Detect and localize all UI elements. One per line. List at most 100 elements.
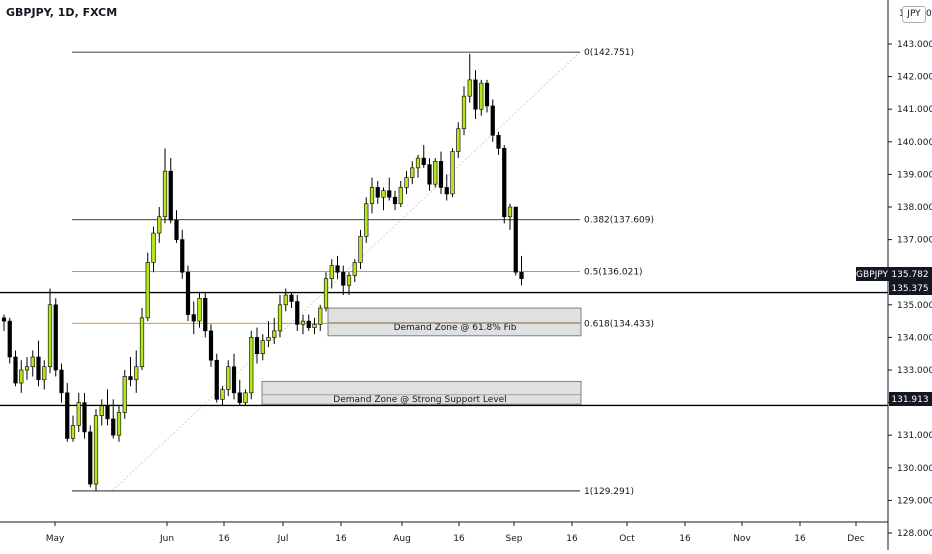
candle [174, 210, 179, 243]
x-tick-label: Dec [847, 534, 864, 544]
candle [47, 288, 53, 374]
candle-body [70, 425, 76, 439]
candle-body [151, 232, 156, 263]
candle-body [352, 262, 357, 276]
candle [24, 356, 30, 380]
candle [467, 53, 472, 103]
candle-body [421, 157, 426, 165]
candle-body [1, 317, 7, 322]
candle-body [42, 366, 47, 381]
candle-body [59, 369, 64, 394]
candles-layer [1, 53, 524, 491]
y-tick-label: 142.000 [897, 73, 932, 83]
y-tick-label-partial: 1 [899, 9, 905, 19]
candle-body [36, 356, 41, 381]
candle-body [404, 177, 409, 188]
candle-body [99, 405, 104, 416]
candle [197, 291, 202, 328]
candle [519, 255, 524, 286]
y-tick-label: 129.000 [897, 496, 932, 506]
x-tick-label: Jul [277, 534, 289, 544]
candle-body [519, 271, 524, 280]
candle [220, 386, 225, 406]
candle [450, 148, 455, 198]
candle [272, 317, 277, 344]
candle [139, 308, 145, 370]
candle [99, 399, 104, 426]
fib-level-label: 0.382(137.609) [584, 216, 654, 226]
candle-body [139, 317, 145, 368]
candle [415, 154, 421, 178]
candle-body [116, 412, 122, 436]
candle [231, 353, 237, 400]
fib-level-label: 1(129.291) [584, 487, 634, 497]
candle-body [203, 297, 208, 332]
candle-body [249, 337, 254, 394]
y-tick-label: 139.000 [897, 170, 932, 180]
candle [375, 180, 380, 204]
candle [335, 255, 340, 279]
candle-body [157, 216, 162, 234]
demand-zone [261, 380, 582, 405]
candle-body [191, 314, 196, 322]
candle [300, 314, 306, 335]
candle [358, 229, 363, 269]
candle-body [415, 157, 421, 169]
candle [214, 353, 219, 403]
x-tick-label: Nov [733, 534, 751, 544]
candle [191, 301, 196, 335]
candle [70, 415, 76, 442]
x-tick-label: 16 [453, 534, 465, 544]
candle-body [53, 304, 58, 371]
y-tick-label: 135.000 [897, 301, 932, 311]
y-tick-label: 128.000 [897, 529, 932, 539]
currency-badge[interactable]: JPY [902, 6, 926, 23]
x-tick-label: May [46, 534, 65, 544]
candle-body [496, 134, 501, 149]
candle [513, 206, 518, 276]
candle-body [145, 262, 150, 319]
zones-layer: Demand Zone @ 61.8% Fib Demand Zone @ Str… [261, 307, 582, 405]
y-tick-label: 140.000 [897, 138, 932, 148]
fib-level-label: 0.5(136.021) [584, 268, 643, 278]
candle-body [254, 337, 260, 354]
x-tick-label: 16 [218, 534, 230, 544]
y-tick-label: 141.000 [897, 105, 932, 115]
candle [502, 145, 507, 224]
candle-body [289, 294, 294, 302]
candle [111, 399, 116, 439]
candle [82, 392, 87, 439]
candle-body [444, 187, 449, 195]
candle-body [7, 320, 12, 358]
y-tick-label: 137.000 [897, 236, 932, 246]
candle [134, 350, 139, 393]
y-tick-label: 138.000 [897, 203, 932, 213]
x-tick-label: Oct [619, 534, 635, 544]
candle-body [76, 402, 81, 426]
y-tick-label: 143.000 [897, 40, 932, 50]
candle [421, 145, 426, 168]
candle [168, 158, 173, 224]
fib-level-label: 0.618(134.433) [584, 319, 654, 329]
candle-body [237, 392, 242, 403]
chart-title: GBPJPY, 1D, FXCM [6, 6, 117, 19]
candle-body [341, 271, 346, 286]
candle-body [306, 320, 311, 328]
candle-body [433, 161, 438, 185]
candle [65, 383, 70, 442]
candle [381, 187, 386, 211]
x-tick-label: Jun [159, 534, 174, 544]
candle [329, 259, 334, 289]
candle [456, 122, 461, 159]
candle-body [162, 170, 168, 218]
price-label-bg [889, 392, 932, 406]
candle-body [312, 324, 317, 328]
candle-body [168, 170, 173, 221]
candle [346, 272, 352, 296]
candle [283, 288, 288, 312]
candle [162, 148, 168, 224]
candle-body [479, 82, 484, 110]
y-tick-label: 131.000 [897, 431, 932, 441]
